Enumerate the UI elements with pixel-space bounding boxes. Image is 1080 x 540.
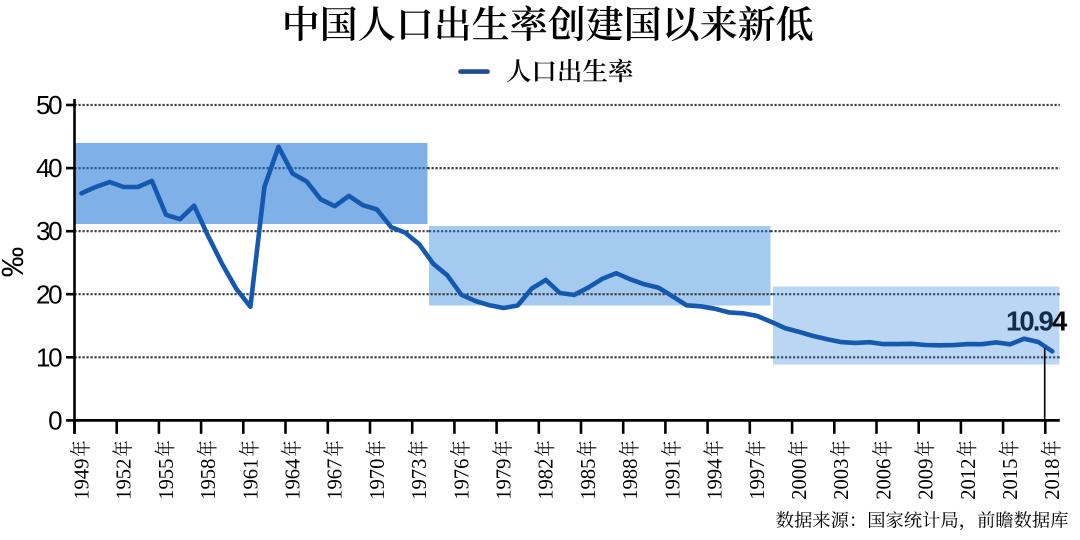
svg-text:2012: 2012: [958, 459, 980, 500]
svg-text:20: 20: [36, 279, 62, 309]
svg-text:1970: 1970: [367, 459, 389, 500]
svg-text:1967: 1967: [325, 459, 347, 500]
svg-text:2015: 2015: [1000, 459, 1022, 500]
svg-text:1982: 1982: [536, 459, 558, 500]
svg-text:2009: 2009: [916, 459, 938, 500]
svg-text:1949: 1949: [71, 459, 93, 500]
svg-text:1973: 1973: [409, 459, 431, 500]
svg-text:2000: 2000: [789, 459, 811, 500]
svg-text:‰: ‰: [0, 247, 30, 278]
svg-text:1955: 1955: [156, 459, 178, 500]
svg-text:10.94: 10.94: [1006, 306, 1068, 337]
svg-text:1976: 1976: [451, 459, 473, 500]
svg-text:2018: 2018: [1042, 459, 1064, 500]
svg-text:40: 40: [36, 153, 62, 183]
svg-text:1994: 1994: [705, 459, 727, 500]
svg-text:2003: 2003: [831, 459, 853, 500]
svg-text:0: 0: [48, 405, 62, 435]
svg-text:1991: 1991: [662, 459, 684, 500]
svg-text:30: 30: [36, 216, 62, 246]
svg-text:1964: 1964: [283, 459, 305, 500]
svg-text:2006: 2006: [873, 459, 895, 500]
svg-text:50: 50: [36, 90, 62, 120]
svg-text:1988: 1988: [620, 459, 642, 500]
svg-text:1985: 1985: [578, 459, 600, 500]
svg-text:1958: 1958: [198, 459, 220, 500]
svg-text:1997: 1997: [747, 459, 769, 500]
svg-text:1979: 1979: [494, 459, 516, 500]
svg-text:10: 10: [36, 342, 62, 372]
svg-text:1961: 1961: [240, 459, 262, 500]
svg-text:1952: 1952: [114, 459, 136, 500]
